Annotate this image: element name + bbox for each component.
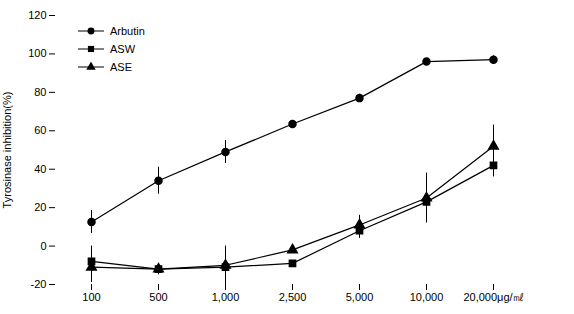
- svg-text:60: 60: [34, 124, 46, 136]
- html-text:ASW: ASW: [110, 43, 136, 55]
- html-text:ASE: ASE: [110, 61, 132, 73]
- html-text:Arbutin: Arbutin: [110, 25, 145, 37]
- svg-text:80: 80: [34, 86, 46, 98]
- svg-text:500: 500: [149, 291, 167, 303]
- svg-text:100: 100: [82, 291, 100, 303]
- svg-text:20,000μg/㎖: 20,000μg/㎖: [463, 291, 523, 303]
- svg-text:20: 20: [34, 201, 46, 213]
- svg-text:100: 100: [28, 47, 46, 59]
- svg-text:5,000: 5,000: [346, 291, 374, 303]
- svg-text:-20: -20: [31, 278, 47, 290]
- svg-text:120: 120: [28, 9, 46, 21]
- svg-text:0: 0: [40, 240, 46, 252]
- svg-text:2,500: 2,500: [279, 291, 307, 303]
- svg-text:1,000: 1,000: [212, 291, 240, 303]
- svg-text:10,000: 10,000: [410, 291, 444, 303]
- svg-text:Tyrosinase inhibition(%): Tyrosinase inhibition(%): [1, 92, 13, 209]
- svg-text:40: 40: [34, 163, 46, 175]
